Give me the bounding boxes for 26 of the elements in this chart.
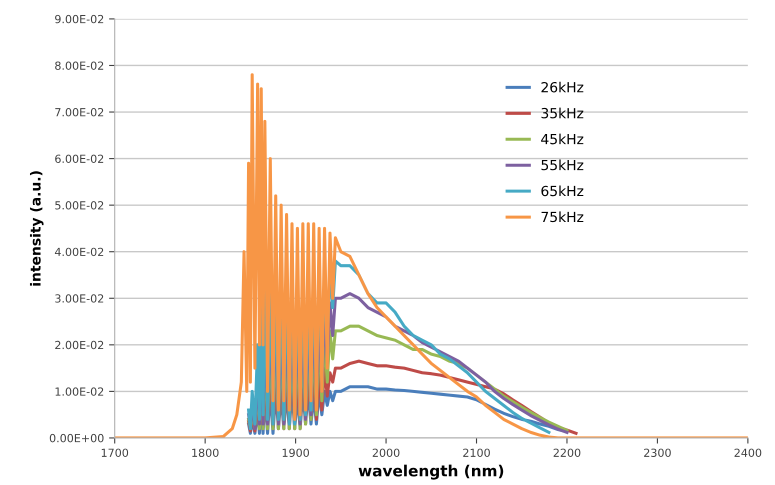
y-tick-label: 2.00E-02 bbox=[55, 340, 104, 350]
legend-label: 55kHz bbox=[542, 160, 584, 170]
x-tick-label: 2000 bbox=[372, 448, 400, 457]
y-tick-label: 4.00E-02 bbox=[54, 248, 104, 256]
x-tick-label: 1900 bbox=[282, 448, 310, 457]
x-axis-title: wavelength (nm) bbox=[358, 464, 504, 480]
y-tick-label: 3.00E-02 bbox=[55, 294, 104, 303]
x-tick-label: 1700 bbox=[102, 448, 128, 457]
legend-label: 75kHz bbox=[542, 211, 584, 222]
y-tick-label: 5.00E-02 bbox=[55, 201, 104, 210]
x-tick-label: 2100 bbox=[463, 448, 490, 457]
x-tick-label: 2400 bbox=[734, 448, 762, 457]
y-axis-title: intensity (a.u.) bbox=[30, 171, 44, 286]
y-tick-label: 6.00E-02 bbox=[55, 154, 104, 163]
y-tick-label: 0.00E+00 bbox=[50, 434, 104, 442]
x-tick-label: 1800 bbox=[192, 448, 219, 457]
x-tick-label: 2300 bbox=[644, 448, 671, 457]
y-tick-label: 9.00E-02 bbox=[55, 14, 104, 24]
legend-label: 45kHz bbox=[541, 134, 584, 144]
x-tick-label: 2200 bbox=[554, 448, 580, 457]
legend-label: 35kHz bbox=[541, 108, 584, 118]
legend-label: 26kHz bbox=[541, 82, 584, 92]
y-tick-label: 1.00E-02 bbox=[56, 387, 104, 396]
y-tick-label: 7.00E-02 bbox=[55, 108, 104, 116]
legend-label: 65kHz bbox=[541, 185, 584, 196]
y-tick-label: 8.00E-02 bbox=[55, 61, 104, 70]
